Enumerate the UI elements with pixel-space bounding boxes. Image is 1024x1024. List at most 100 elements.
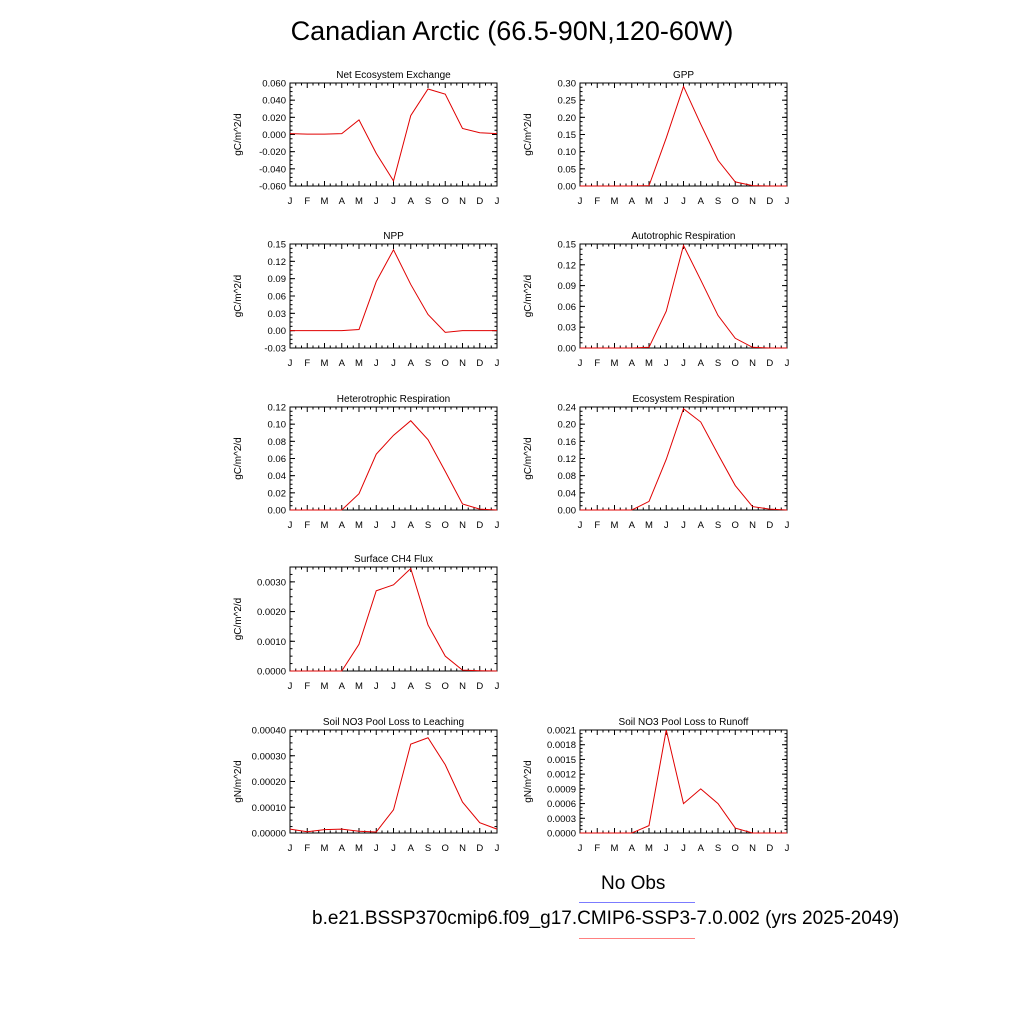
panel-title: Ecosystem Respiration [632,394,734,405]
y-tick-label: 0.30 [558,79,577,90]
x-tick-label: F [304,358,310,369]
y-tick-label: 0.04 [558,488,577,499]
x-tick-label: O [732,196,739,207]
x-tick-label: M [355,358,363,369]
x-tick-label: M [355,520,363,531]
y-axis-label: gC/m^2/d [523,275,534,318]
x-tick-label: N [459,843,466,854]
y-tick-label: 0.20 [558,113,577,124]
x-tick-label: J [664,520,669,531]
x-tick-label: M [611,358,619,369]
x-tick-label: D [476,843,483,854]
x-tick-label: A [339,843,346,854]
x-tick-label: J [288,196,293,207]
chart-panel-8: Soil NO3 Pool Loss to Runoff gN/m^2/d 0.00… [523,717,790,854]
y-tick-label: 0.00 [268,326,287,337]
x-tick-label: D [476,681,483,692]
y-tick-label: 0.0021 [547,726,576,737]
x-tick-label: N [749,196,756,207]
y-tick-label: 0.06 [268,454,287,465]
panel-title: Net Ecosystem Exchange [336,70,451,81]
x-tick-label: J [374,520,379,531]
x-tick-label: O [442,196,449,207]
x-tick-label: N [749,843,756,854]
y-axis-label: gC/m^2/d [233,113,244,156]
series-line-0 [290,567,498,672]
y-tick-label: 0.08 [558,471,577,482]
x-tick-label: J [288,843,293,854]
x-tick-label: A [698,358,705,369]
y-tick-label: -0.040 [259,164,286,175]
x-tick-label: J [495,681,500,692]
plot-frame [289,729,498,834]
x-tick-label: J [681,196,686,207]
series-line-0 [289,88,498,183]
x-tick-label: A [629,520,636,531]
panel-title: NPP [383,231,404,242]
x-tick-label: F [594,520,600,531]
x-tick-label: A [408,520,415,531]
chart-panel-0: Net Ecosystem Exchange gC/m^2/d 0.060 0.040… [233,70,500,207]
series-line-0 [580,85,787,187]
y-tick-label: 0.0009 [547,784,576,795]
chart-panel-5: Ecosystem Respiration gC/m^2/d 0.24 0.20 0.1… [523,394,790,531]
x-tick-label: J [785,843,790,854]
x-tick-label: S [715,358,721,369]
x-tick-label: M [321,843,329,854]
y-axis-label: gN/m^2/d [523,760,534,803]
x-tick-label: A [629,843,636,854]
x-tick-label: J [578,358,583,369]
y-tick-label: 0.00010 [252,803,286,814]
y-tick-label: 0.040 [262,96,286,107]
chart-panel-4: Heterotrophic Respiration gC/m^2/d 0.12 0.1… [233,394,500,531]
x-tick-label: J [391,681,396,692]
x-tick-label: J [785,520,790,531]
x-tick-label: S [715,843,721,854]
x-tick-label: J [495,520,500,531]
x-tick-label: A [339,681,346,692]
x-tick-label: M [645,196,653,207]
y-tick-label: 0.12 [268,257,287,268]
x-tick-label: J [391,358,396,369]
x-tick-label: M [355,843,363,854]
y-tick-label: 0.060 [262,79,286,90]
x-tick-label: J [495,358,500,369]
y-tick-label: 0.00 [558,506,577,517]
x-tick-label: D [476,358,483,369]
x-tick-label: M [321,520,329,531]
series-line-0 [290,420,498,511]
y-tick-label: 0.0010 [257,637,286,648]
y-tick-label: 0.20 [558,420,577,431]
plot-frame [289,243,498,349]
x-tick-label: A [339,358,346,369]
x-tick-label: A [408,681,415,692]
x-tick-label: J [374,843,379,854]
chart-panel-6: Surface CH4 Flux gC/m^2/d 0.0030 0.0020 0.00… [233,554,500,692]
x-tick-label: J [664,196,669,207]
x-tick-label: M [611,196,619,207]
x-tick-label: M [645,843,653,854]
x-tick-label: F [304,843,310,854]
x-tick-label: A [629,358,636,369]
x-tick-label: J [664,358,669,369]
y-tick-label: 0.05 [558,164,577,175]
y-tick-label: 0.10 [268,420,287,431]
y-tick-label: 0.0018 [547,740,576,751]
x-tick-label: M [611,520,619,531]
x-tick-label: J [288,520,293,531]
y-axis-label: gC/m^2/d [233,598,244,641]
y-tick-label: 0.12 [558,454,577,465]
y-tick-label: 0.10 [558,147,577,158]
x-tick-label: J [391,196,396,207]
y-tick-label: 0.12 [268,403,287,414]
x-tick-label: N [749,520,756,531]
series-line-0 [290,248,497,333]
panel-title: Soil NO3 Pool Loss to Runoff [619,717,749,728]
x-tick-label: J [391,843,396,854]
y-tick-label: 0.00 [558,182,577,193]
x-tick-label: N [459,520,466,531]
x-tick-label: F [304,681,310,692]
x-tick-label: O [442,520,449,531]
y-tick-label: 0.06 [268,292,287,303]
y-tick-label: 0.24 [558,403,577,414]
